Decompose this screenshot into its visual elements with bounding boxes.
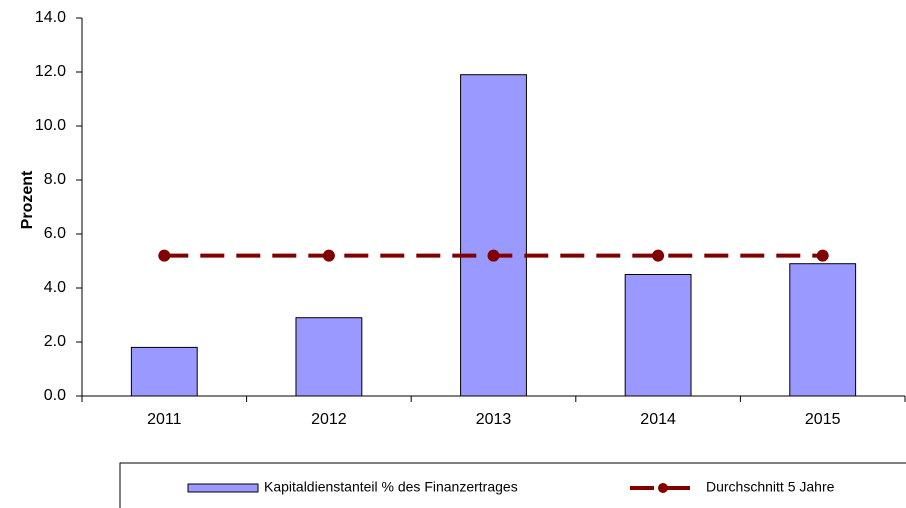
y-tick-label: 14.0 [35,9,66,26]
x-tick-label: 2013 [476,411,512,428]
marker [816,249,829,262]
y-tick-label: 0.0 [44,387,66,404]
marker [487,249,500,262]
bar [624,274,692,397]
marker [322,249,335,262]
y-tick-label: 8.0 [44,171,66,188]
y-tick-label: 10.0 [35,117,66,134]
y-tick-label: 2.0 [44,333,66,350]
bar [130,346,198,397]
x-tick-label: 2012 [311,411,347,428]
legend-label: Durchschnitt 5 Jahre [706,479,835,495]
y-axis-label: Prozent [19,170,36,229]
bar [460,74,527,397]
marker [158,249,171,262]
legend-label: Kapitaldienstanteil % des Finanzertrages [264,479,518,495]
legend-swatch [187,483,259,493]
x-tick-label: 2014 [640,411,676,428]
legend-box [119,462,906,508]
x-tick-label: 2015 [805,411,841,428]
y-tick-label: 6.0 [44,225,66,242]
marker [652,249,665,262]
y-tick-label: 4.0 [44,279,66,296]
bar [295,317,363,397]
y-tick-label: 12.0 [35,63,66,80]
x-tick-label: 2011 [147,411,182,428]
legend-marker [658,483,668,493]
bar [789,263,857,397]
